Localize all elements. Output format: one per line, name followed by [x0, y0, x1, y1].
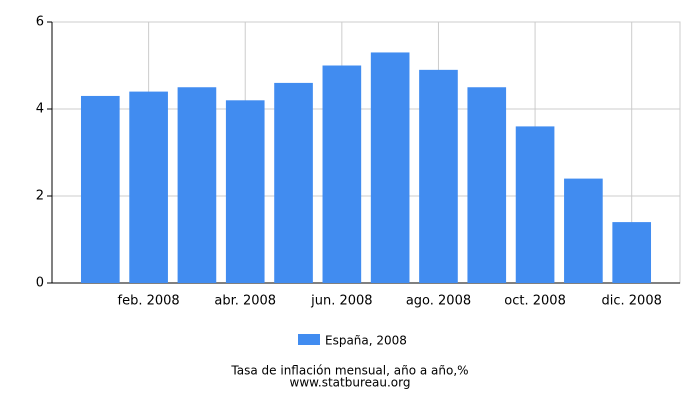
bar: [515, 126, 555, 284]
source: www.statbureau.org: [290, 376, 411, 390]
legend-swatch: [298, 334, 320, 345]
x-tick-label: feb. 2008: [118, 294, 180, 309]
y-tick-label: 4: [36, 102, 44, 117]
x-tick-label: abr. 2008: [214, 294, 276, 309]
x-tick-label: dic. 2008: [602, 294, 662, 309]
bar: [564, 178, 603, 283]
bar: [322, 65, 362, 283]
bar: [419, 69, 458, 283]
y-tick-label: 0: [36, 276, 44, 291]
x-tick-label: jun. 2008: [310, 294, 372, 309]
caption: Tasa de inflación mensual, año a año,%: [230, 364, 468, 378]
y-tick-label: 6: [36, 15, 44, 30]
legend-label: España, 2008: [325, 334, 407, 348]
bar: [177, 87, 217, 283]
bar: [80, 95, 120, 283]
y-tick-label: 2: [36, 189, 44, 204]
x-tick-label: ago. 2008: [406, 294, 471, 309]
bar: [467, 87, 507, 283]
bar: [225, 100, 265, 283]
bar: [612, 222, 652, 283]
bar: [370, 52, 410, 284]
bar: [129, 91, 168, 283]
x-tick-label: oct. 2008: [504, 294, 566, 309]
bar: [274, 82, 313, 284]
